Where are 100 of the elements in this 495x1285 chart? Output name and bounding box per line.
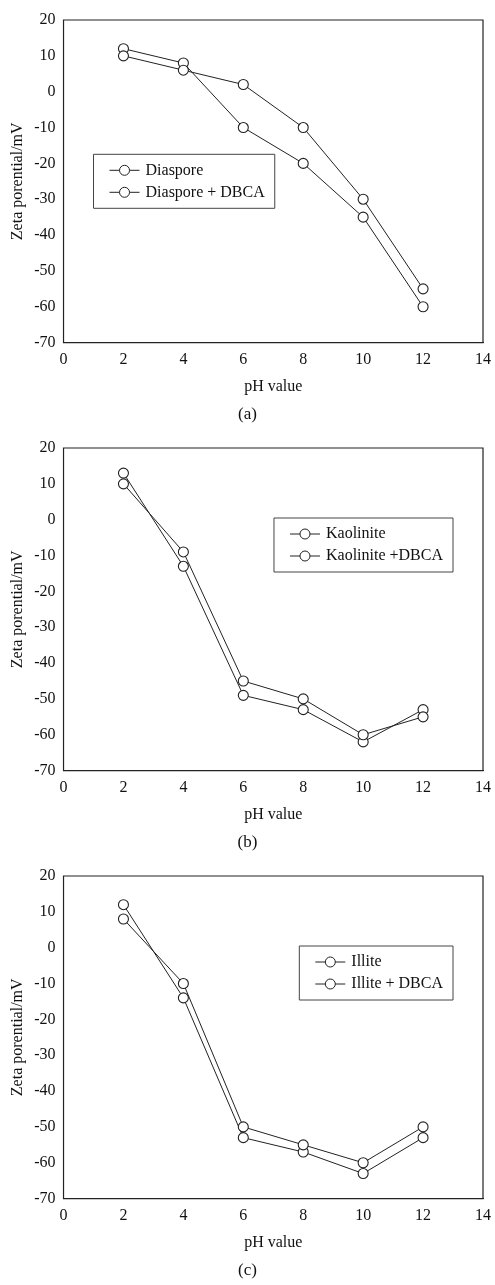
point — [417, 1121, 429, 1133]
y-axis-title: Zeta porential/mV — [7, 977, 26, 1097]
point — [357, 193, 369, 205]
point — [177, 977, 189, 990]
y-tick-label: -30 — [34, 617, 56, 635]
x-tick-label: 8 — [299, 1206, 308, 1224]
y-tick-label: -20 — [34, 153, 56, 171]
point — [177, 64, 189, 76]
legend-label: Illite — [351, 952, 382, 970]
x-tick-label: 12 — [415, 1206, 432, 1224]
y-tick-label: -30 — [34, 189, 56, 207]
x-tick-label: 2 — [119, 1206, 128, 1224]
x-tick-label: 0 — [59, 350, 68, 368]
y-tick-label: -10 — [34, 973, 56, 991]
y-tick-label: -20 — [34, 1009, 56, 1027]
x-tick-label: 4 — [179, 778, 188, 796]
y-axis-title: Zeta porential/mV — [7, 549, 26, 669]
x-tick-label: 14 — [475, 1206, 491, 1224]
text: (b) — [236, 831, 259, 853]
x-axis-title: pH value — [244, 376, 303, 395]
point — [417, 711, 429, 723]
y-tick-label: -40 — [34, 653, 56, 671]
x-tick-label: 0 — [59, 1206, 68, 1224]
y-tick-label: -70 — [34, 332, 56, 350]
y-axis-title: Zeta porential/mV — [7, 121, 26, 241]
point — [417, 301, 429, 313]
y-tick-label: 20 — [39, 866, 56, 884]
x-tick-label: 10 — [355, 778, 372, 796]
point — [357, 1157, 369, 1169]
point — [297, 1139, 309, 1151]
point — [117, 913, 129, 925]
y-tick-label: -60 — [34, 1152, 56, 1170]
y-tick-label: 0 — [47, 509, 56, 527]
x-axis-title: pH value — [244, 804, 303, 823]
y-tick-label: 10 — [39, 46, 56, 64]
point — [237, 689, 249, 701]
y-tick-label: -40 — [34, 225, 56, 243]
x-tick-label: 2 — [119, 778, 128, 796]
y-tick-label: 20 — [39, 438, 56, 456]
point — [237, 1121, 249, 1133]
y-tick-label: 0 — [47, 81, 56, 99]
point — [237, 675, 249, 687]
point — [357, 211, 369, 223]
x-tick-label: 12 — [415, 350, 432, 368]
x-tick-label: 6 — [239, 350, 248, 368]
point — [417, 1132, 429, 1144]
y-tick-label: -70 — [34, 1188, 56, 1206]
point — [177, 546, 189, 558]
x-tick-label: 14 — [475, 778, 491, 796]
x-tick-label: 14 — [475, 350, 491, 368]
point — [237, 78, 249, 91]
point — [117, 478, 129, 490]
y-tick-label: -60 — [34, 724, 56, 742]
x-tick-label: 4 — [179, 1206, 188, 1224]
y-tick-label: -30 — [34, 1045, 56, 1063]
point — [237, 121, 249, 134]
point — [177, 992, 189, 1004]
point — [297, 693, 309, 705]
x-tick-label: 2 — [119, 350, 128, 368]
y-tick-label: 0 — [47, 937, 56, 955]
legend-label: Kaolinite — [325, 524, 386, 542]
y-tick-label: -50 — [34, 1117, 56, 1135]
point — [297, 704, 309, 716]
point — [297, 121, 309, 134]
y-tick-label: -40 — [34, 1081, 56, 1099]
legend-label: Illite + DBCA — [351, 974, 444, 992]
text: (c) — [237, 1259, 258, 1281]
point — [117, 50, 129, 62]
y-tick-label: 10 — [39, 902, 56, 920]
point — [237, 1132, 249, 1144]
legend-label: Diaspore — [145, 160, 204, 179]
x-tick-label: 4 — [179, 350, 188, 368]
x-tick-label: 6 — [239, 778, 248, 796]
x-tick-label: 0 — [59, 778, 68, 796]
x-tick-label: 8 — [299, 778, 308, 796]
point — [357, 729, 369, 741]
y-tick-label: -50 — [34, 261, 56, 279]
x-tick-label: 10 — [355, 1206, 372, 1224]
y-tick-label: -20 — [34, 581, 56, 599]
legend-label: Kaolinite +DBCA — [325, 546, 444, 564]
point — [117, 899, 129, 911]
y-tick-label: -10 — [34, 545, 56, 563]
y-tick-label: -60 — [34, 296, 56, 314]
x-tick-label: 6 — [239, 1206, 248, 1224]
x-axis-title: pH value — [244, 1232, 303, 1251]
text: (a) — [237, 403, 258, 425]
y-tick-label: 10 — [39, 474, 56, 492]
point — [177, 560, 189, 572]
y-tick-label: 20 — [39, 10, 56, 28]
y-tick-label: -50 — [34, 689, 56, 707]
x-tick-label: 12 — [415, 778, 432, 796]
point — [417, 283, 429, 295]
y-tick-label: -70 — [34, 760, 56, 778]
x-tick-label: 8 — [299, 350, 308, 368]
x-tick-label: 10 — [355, 350, 372, 368]
y-tick-label: -10 — [34, 117, 56, 135]
point — [117, 467, 129, 479]
point — [357, 1167, 369, 1180]
legend-label: Diaspore + DBCA — [145, 182, 266, 201]
point — [297, 157, 309, 169]
